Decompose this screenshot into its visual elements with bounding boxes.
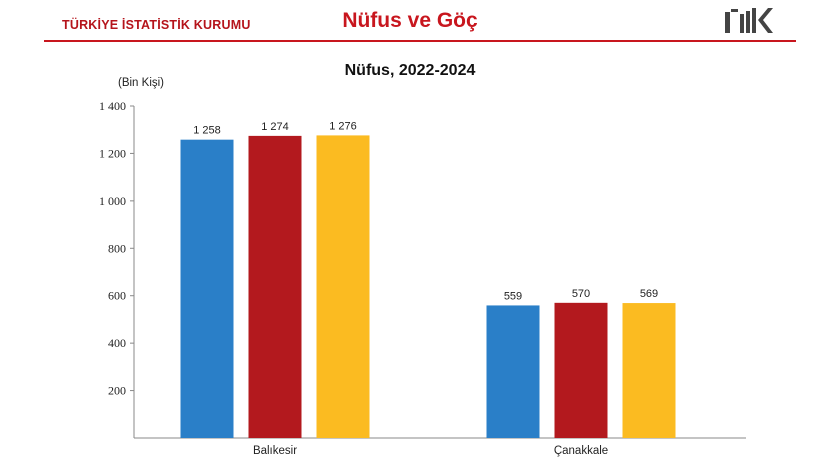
- y-tick-label: 600: [108, 289, 126, 303]
- y-tick-label: 200: [108, 384, 126, 398]
- y-tick-label: 800: [108, 241, 126, 255]
- category-labels: Balıkesir Çanakkale: [253, 445, 608, 457]
- chart-title: Nüfus, 2022-2024: [344, 62, 476, 79]
- y-axis-unit: (Bin Kişi): [118, 77, 164, 89]
- bars: [180, 135, 676, 439]
- bar: [316, 135, 370, 439]
- y-tick-label: 1 200: [99, 146, 126, 160]
- bar: [180, 139, 234, 438]
- y-tick-label: 1 000: [99, 194, 126, 208]
- data-label: 559: [504, 290, 522, 302]
- y-tick-label: 400: [108, 336, 126, 350]
- data-label: 1 258: [193, 125, 221, 137]
- page-header: TÜRKİYE İSTATİSTİK KURUMU Nüfus ve Göç: [0, 0, 820, 44]
- header-divider: [44, 40, 796, 42]
- category-label: Balıkesir: [253, 445, 297, 457]
- bar: [248, 135, 302, 438]
- tuik-logo: [725, 8, 773, 33]
- category-label: Çanakkale: [554, 445, 608, 457]
- section-title: Nüfus ve Göç: [342, 9, 478, 32]
- data-labels: 1 258 1 274 1 276 559 570 569: [193, 120, 658, 302]
- org-name: TÜRKİYE İSTATİSTİK KURUMU: [62, 18, 251, 32]
- data-label: 569: [640, 288, 658, 300]
- y-ticks: 200 400 600 800 1 000 1 200 1 400: [99, 99, 134, 398]
- bar: [554, 302, 608, 438]
- data-label: 1 274: [261, 121, 289, 133]
- data-label: 570: [572, 288, 590, 300]
- y-tick-label: 1 400: [99, 99, 126, 113]
- bar: [622, 303, 676, 438]
- bar: [486, 305, 540, 438]
- data-label: 1 276: [329, 120, 357, 132]
